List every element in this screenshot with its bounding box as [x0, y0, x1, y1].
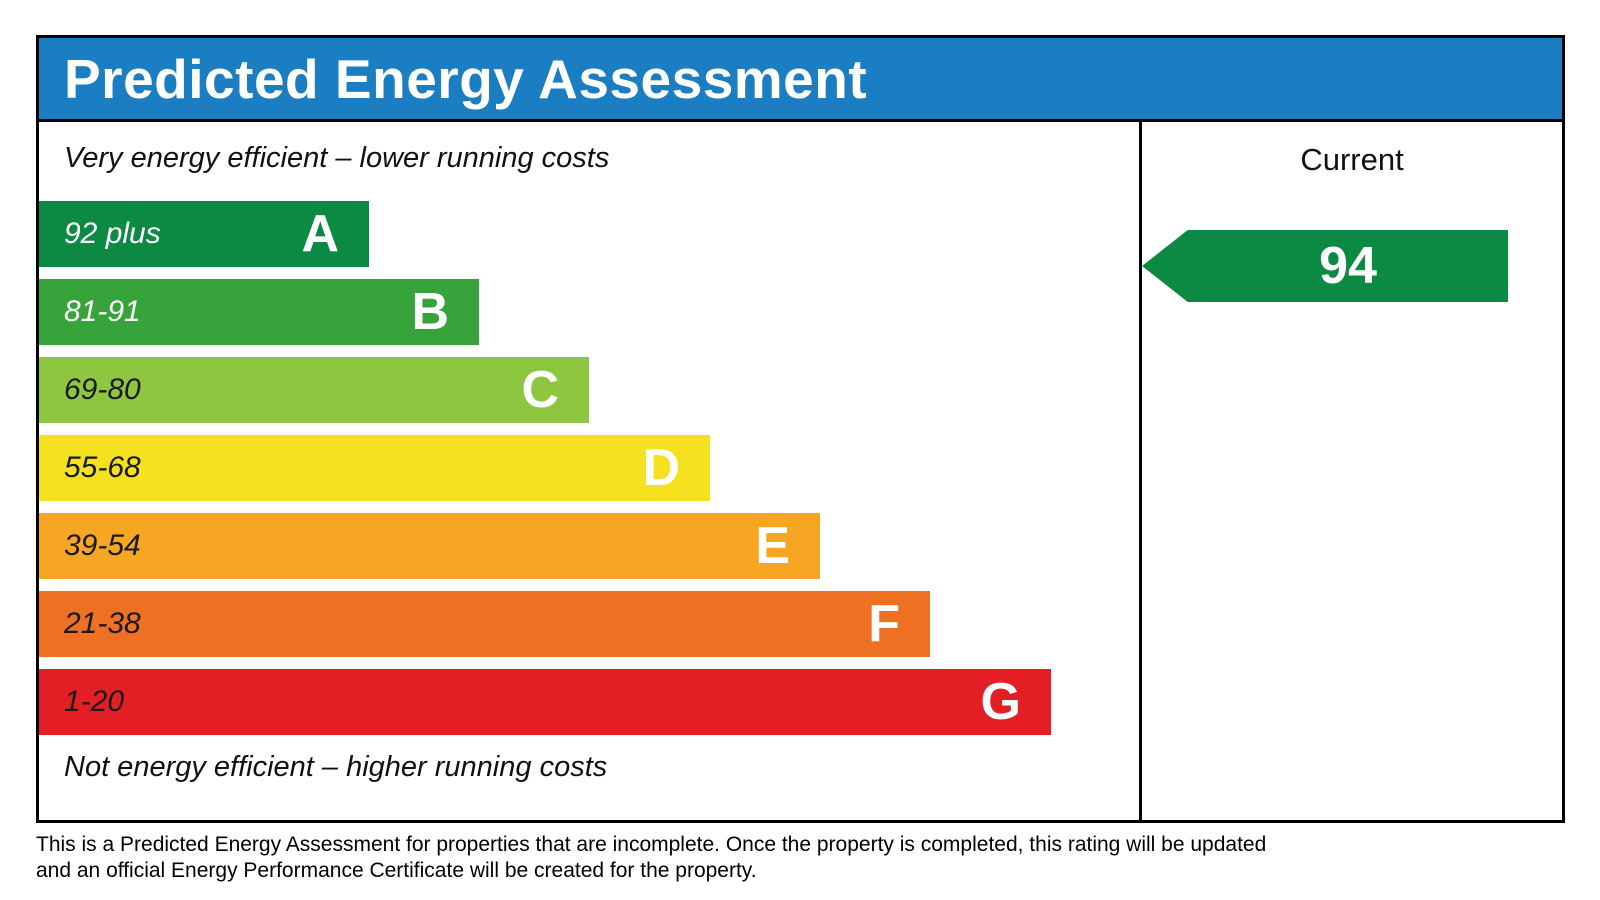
band-range-label: 1-20 — [64, 685, 125, 718]
top-caption: Very energy efficient – lower running co… — [64, 142, 610, 174]
band-range-label: 21-38 — [64, 607, 141, 640]
page-title: Predicted Energy Assessment — [64, 47, 868, 110]
band-letter: C — [521, 361, 559, 419]
band-bar-g: 1-20 G — [39, 669, 1051, 735]
epc-chart-panel: Very energy efficient – lower running co… — [39, 122, 1139, 820]
assessment-box: Predicted Energy Assessment Very energy … — [36, 35, 1565, 823]
band-range-label: 92 plus — [64, 217, 161, 250]
band-range-label: 69-80 — [64, 373, 141, 406]
current-panel: Current 94 — [1139, 122, 1562, 820]
band-bar-b: 81-91 B — [39, 279, 479, 345]
band-letter: G — [980, 673, 1021, 731]
current-rating-value: 94 — [1319, 237, 1377, 295]
band-bar-a: 92 plus A — [39, 201, 369, 267]
band-letter: E — [755, 517, 790, 575]
band-letter: B — [411, 283, 449, 341]
current-label: Current — [1300, 142, 1404, 177]
bottom-caption: Not energy efficient – higher running co… — [64, 751, 608, 783]
epc-bands: 92 plus A 81-91 B 69-80 C 55-68 D 39-54 E 21-38 F 1-… — [39, 201, 1139, 735]
band-bar-f: 21-38 F — [39, 591, 930, 657]
current-rating-arrow: 94 — [1142, 230, 1508, 302]
band-letter: A — [301, 205, 339, 263]
band-range-label: 81-91 — [64, 295, 141, 328]
band-bar-c: 69-80 C — [39, 357, 589, 423]
footer-note: This is a Predicted Energy Assessment fo… — [36, 833, 1267, 882]
content: Very energy efficient – lower running co… — [39, 122, 1562, 820]
band-letter: D — [642, 439, 680, 497]
band-letter: F — [868, 595, 900, 653]
band-range-label: 39-54 — [64, 529, 141, 562]
header: Predicted Energy Assessment — [39, 38, 1562, 122]
band-range-label: 55-68 — [64, 451, 141, 484]
band-bar-d: 55-68 D — [39, 435, 710, 501]
band-bar-e: 39-54 E — [39, 513, 820, 579]
